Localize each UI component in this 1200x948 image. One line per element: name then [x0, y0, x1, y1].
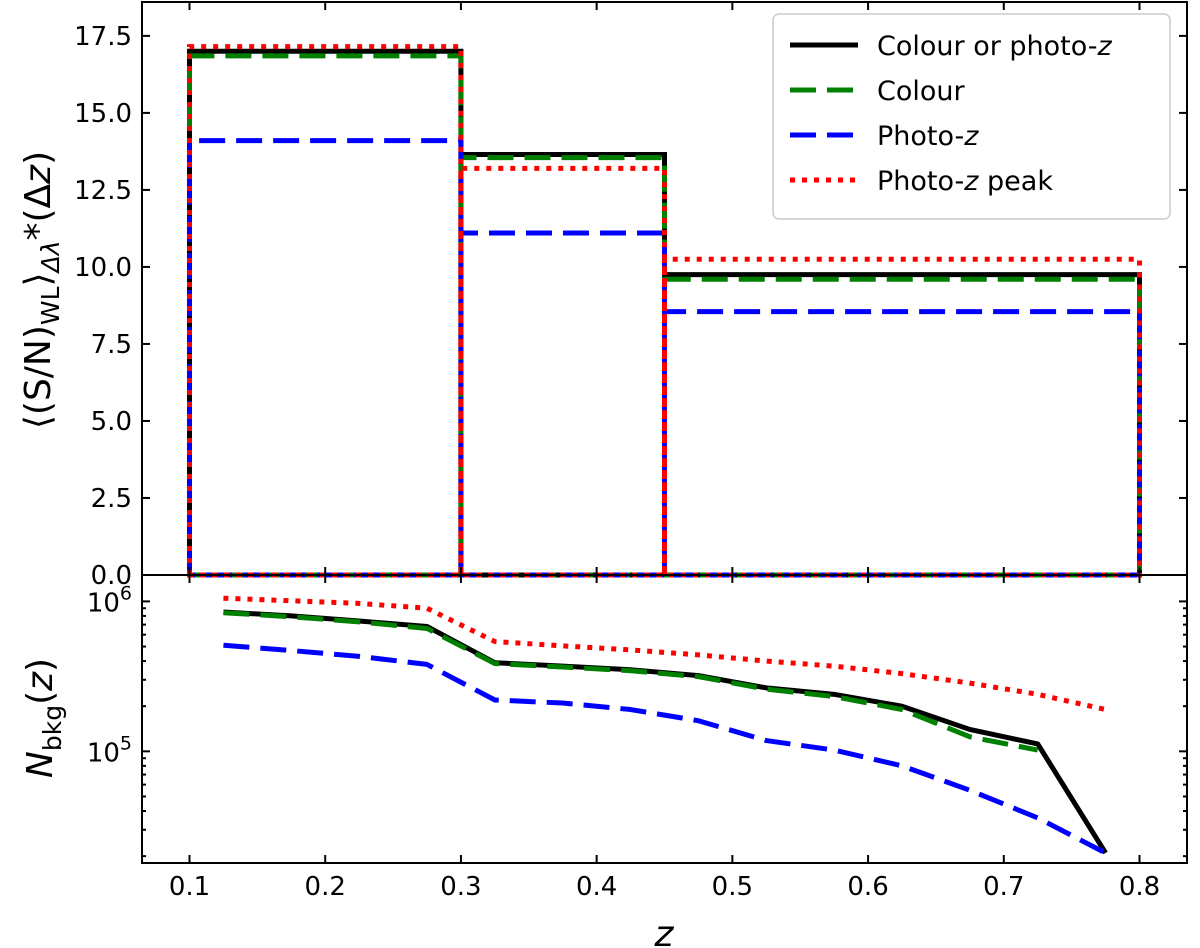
- bottom-y-label-sub: bkg: [38, 705, 67, 751]
- top-y-label-bracket: ⟩: [18, 272, 59, 286]
- legend-label-italic: z: [963, 121, 979, 152]
- legend-label-text: Photo-: [877, 121, 964, 152]
- legend-label-text: Colour or photo-: [877, 31, 1098, 62]
- bottom-x-tick-label: 0.4: [576, 872, 617, 902]
- legend-label-italic: z: [963, 166, 979, 197]
- top-y-label-sub-wl: WL: [36, 286, 65, 325]
- bottom-series-colour: [223, 610, 1039, 753]
- top-y-tick-label: 2.5: [91, 484, 132, 514]
- top-y-tick-label: 15.0: [74, 99, 132, 129]
- x-axis-label: z: [654, 914, 675, 948]
- bottom-y-axis-label: Nbkg(z): [20, 658, 67, 778]
- legend-label-photoz: Photo-z: [877, 121, 979, 152]
- bottom-x-tick-label: 0.8: [1119, 872, 1160, 902]
- tick-label-exponent: 5: [120, 732, 132, 754]
- bottom-series-colour-or-photo-z: [223, 609, 1108, 855]
- bottom-y-label-open: (: [20, 691, 61, 705]
- top-y-ticks: 0.0 2.5 5.0 7.5 10.0 12.5 15.0 17.5: [74, 22, 1187, 591]
- top-y-axis-label: ⟨(S/N)WL⟩Δλ*(Δz): [18, 151, 65, 429]
- legend-box: [772, 13, 1171, 220]
- legend-label-text: Colour: [877, 76, 966, 107]
- top-panel: 0.02.55.07.510.012.515.017.5 ⟨(S/N)WL⟩Δλ…: [18, 1, 1188, 591]
- top-y-tick-label: 17.5: [74, 22, 132, 52]
- legend-label-colour-or-photoz: Colour or photo-z: [877, 31, 1113, 62]
- bottom-y-label-n: N: [20, 751, 61, 778]
- top-y-tick-label: 7.5: [91, 330, 132, 360]
- bottom-y-label-z: z: [20, 671, 61, 692]
- top-y-tick-label: 10.0: [74, 253, 132, 283]
- bottom-x-tick-label: 0.7: [983, 872, 1024, 902]
- bottom-x-tick-label: 0.5: [712, 872, 753, 902]
- legend-label-suffix: peak: [978, 166, 1053, 197]
- bottom-y-tick-label: 106: [87, 582, 132, 618]
- top-y-tick-label: 5.0: [91, 407, 132, 437]
- bottom-x-tick-label: 0.6: [847, 872, 888, 902]
- top-y-label-close: ): [18, 151, 59, 165]
- bottom-panel-frame: [141, 574, 1188, 864]
- bottom-y-tick-label: 105: [87, 732, 132, 768]
- legend-label-italic: z: [1097, 31, 1113, 62]
- tick-label-base: 10: [87, 738, 120, 768]
- bottom-series-group: [223, 595, 1108, 856]
- legend-label-text: Photo-: [877, 166, 964, 197]
- tick-label-exponent: 6: [120, 582, 132, 604]
- bottom-x-tick-label: 0.1: [169, 872, 210, 902]
- top-y-label-sub-dl: Δλ: [36, 240, 65, 274]
- top-y-label-star: *(Δ: [18, 183, 59, 240]
- bottom-series-photo-z-peak: [223, 595, 1107, 712]
- legend-label-colour: Colour: [877, 76, 966, 107]
- top-y-tick-label: 12.5: [74, 176, 132, 206]
- top-y-tick-label: 0.0: [91, 561, 132, 591]
- bottom-y-label-close: ): [20, 658, 61, 672]
- bottom-x-ticks: 0.1 0.2 0.3 0.4 0.5 0.6 0.7 0.8: [169, 575, 1160, 902]
- bottom-series-photo-z: [223, 642, 1107, 856]
- tick-label-base: 10: [87, 588, 120, 618]
- top-y-label-z: z: [18, 164, 59, 185]
- legend-label-photoz-peak: Photo-z peak: [877, 166, 1053, 197]
- top-x-ticks: [188, 2, 1141, 575]
- bottom-x-tick-label: 0.2: [305, 872, 346, 902]
- bottom-x-tick-label: 0.3: [440, 872, 481, 902]
